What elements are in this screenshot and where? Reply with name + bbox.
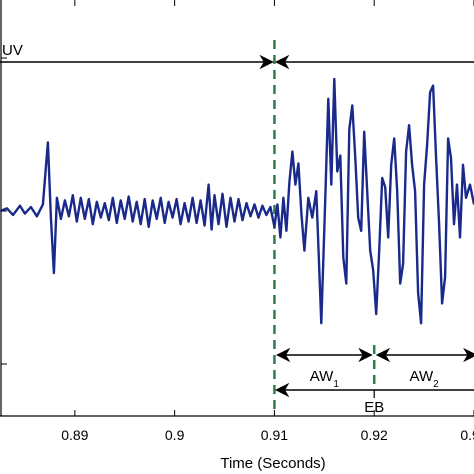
x-tick-label: 0.93 <box>460 427 474 443</box>
axes <box>0 0 474 417</box>
x-tick-label: 0.89 <box>61 427 88 443</box>
annotation-label: EB <box>364 399 384 416</box>
annotations: UV AW1 AW2 EB <box>0 42 474 416</box>
annotation-label: AW2 <box>410 368 440 390</box>
x-axis-label: Time (Seconds) <box>220 455 325 472</box>
series-layer <box>0 77 474 325</box>
x-tick-label: 0.92 <box>361 427 388 443</box>
x-ticks: 0.89 0.9 0.91 0.92 0.93 <box>1 0 474 443</box>
annotation-label: AW1 <box>310 368 340 390</box>
annotation-subscript: 1 <box>333 379 339 390</box>
signal-line <box>0 77 474 325</box>
annotation-label: UV <box>2 42 23 59</box>
x-tick-label: 0.91 <box>261 427 288 443</box>
x-tick-label: 0.9 <box>165 427 185 443</box>
vertical-markers <box>273 40 376 416</box>
annotation-subscript: 2 <box>433 379 439 390</box>
